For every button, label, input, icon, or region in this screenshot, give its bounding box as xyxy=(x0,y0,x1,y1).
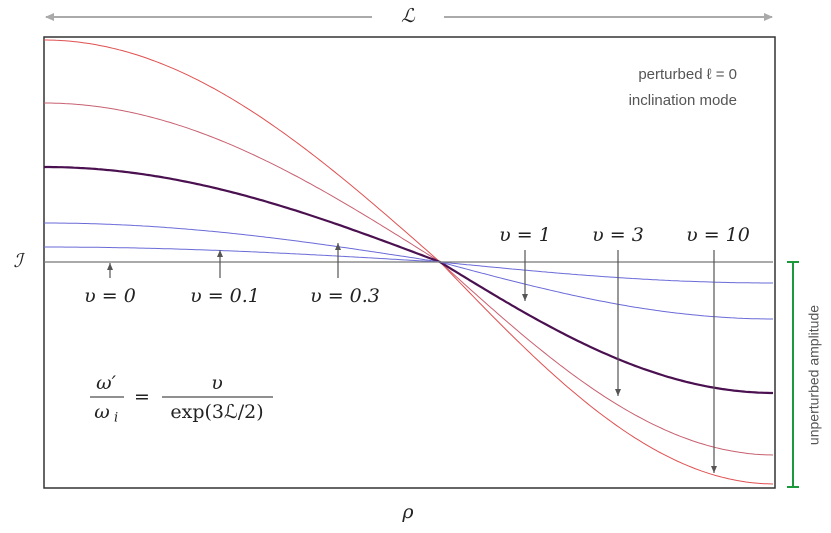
pointers xyxy=(107,243,717,473)
curves xyxy=(44,39,774,485)
formula-part: ω xyxy=(94,401,110,423)
formula-part: ω′ xyxy=(96,372,116,394)
formula-part: = xyxy=(134,386,150,408)
curve-label: υ = 0 xyxy=(84,285,136,307)
note-line: inclination mode xyxy=(629,92,737,109)
formula: ω′ ω i = υ exp(3ℒ/2) xyxy=(90,372,273,426)
curve-label: υ = 1 xyxy=(499,224,551,246)
curve-label: υ = 10 xyxy=(686,224,750,246)
curve xyxy=(44,165,773,395)
curve xyxy=(44,222,773,320)
amplitude-bar xyxy=(787,261,799,488)
formula-part: υ xyxy=(211,372,223,394)
curve xyxy=(44,102,774,456)
top-label: ℒ xyxy=(401,5,416,27)
left-label: ℐ xyxy=(14,250,26,272)
side-label: unperturbed amplitude xyxy=(806,305,822,445)
curve xyxy=(44,246,773,284)
bottom-label: ρ xyxy=(401,501,414,523)
formula-part: i xyxy=(114,411,118,426)
formula-part: exp(3ℒ/2) xyxy=(170,401,263,423)
curve-label: υ = 3 xyxy=(592,224,644,246)
curve-label: υ = 0.3 xyxy=(310,285,380,307)
note-line: perturbed ℓ = 0 xyxy=(638,66,737,83)
curve-label: υ = 0.1 xyxy=(190,285,260,307)
curve xyxy=(44,39,774,485)
